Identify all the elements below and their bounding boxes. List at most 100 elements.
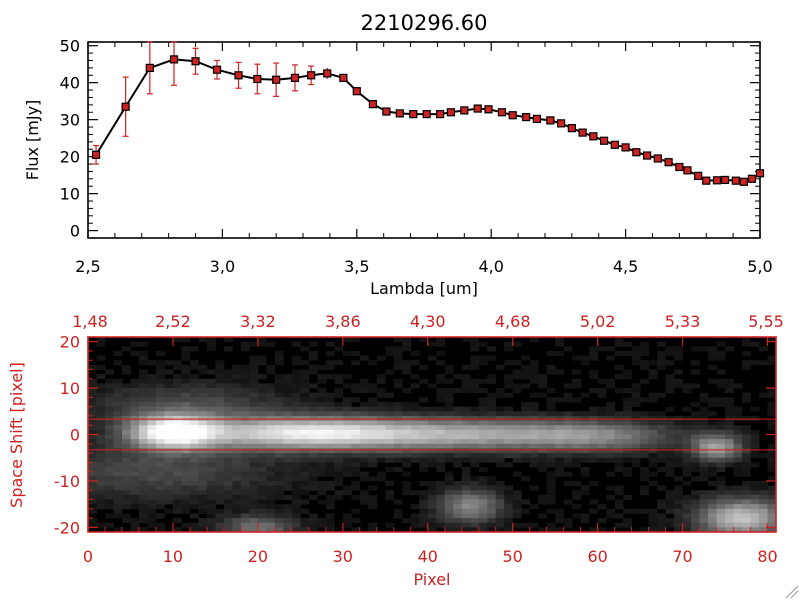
image-pixel <box>257 518 267 524</box>
image-pixel <box>300 402 310 408</box>
image-pixel <box>767 420 777 426</box>
image-pixel <box>478 355 488 361</box>
image-pixel <box>623 420 632 426</box>
image-pixel <box>164 434 174 440</box>
image-pixel <box>393 513 403 519</box>
image-pixel <box>640 397 649 403</box>
image-pixel <box>410 429 420 435</box>
image-pixel <box>461 522 471 528</box>
image-pixel <box>682 527 692 533</box>
image-pixel <box>249 490 259 496</box>
spectrum-data-point <box>755 169 765 178</box>
image-pixel <box>121 490 131 496</box>
image-pixel <box>733 411 743 417</box>
image-pixel <box>419 504 429 510</box>
image-pixel <box>563 443 573 449</box>
image-pixel <box>461 485 471 491</box>
image-pixel <box>334 402 344 408</box>
image-pixel <box>606 494 616 500</box>
image-pixel <box>631 420 641 426</box>
image-pixel <box>257 383 267 389</box>
image-pixel <box>529 374 539 380</box>
image-pixel <box>368 434 378 440</box>
image-pixel <box>300 453 310 459</box>
image-pixel <box>164 453 174 459</box>
image-pixel <box>130 411 140 417</box>
image-pixel <box>291 453 301 459</box>
image-pixel <box>495 499 505 505</box>
image-pixel <box>589 369 599 375</box>
spectrum-data-point <box>212 65 222 74</box>
image-pixel <box>155 397 165 403</box>
image-pixel <box>334 462 344 468</box>
image-pixel <box>708 443 717 449</box>
image-pixel <box>223 420 233 426</box>
image-pixel <box>512 443 522 449</box>
image-pixel <box>376 439 386 445</box>
image-pixel <box>240 494 250 500</box>
image-pixel <box>189 490 199 496</box>
image-pixel <box>538 383 548 389</box>
image-pixel <box>266 443 276 449</box>
image-pixel <box>716 499 726 505</box>
image-pixel <box>325 439 335 445</box>
image-pixel <box>393 378 403 384</box>
image-pixel <box>130 439 140 445</box>
image-pixel <box>393 457 403 463</box>
image-pixel <box>589 508 599 514</box>
image-pixel <box>385 402 395 408</box>
image-pixel <box>121 434 131 440</box>
image-pixel <box>410 420 420 426</box>
image-pixel <box>96 453 106 459</box>
image-pixel <box>555 518 565 524</box>
image-pixel <box>410 402 420 408</box>
image-pixel <box>266 434 276 440</box>
image-pixel <box>274 527 284 533</box>
image-pixel <box>215 369 225 375</box>
image-pixel <box>96 443 106 449</box>
image-pixel <box>419 364 429 370</box>
image-pixel <box>138 462 148 468</box>
image-pixel <box>206 504 216 510</box>
image-pixel <box>453 457 463 463</box>
image-pixel <box>223 443 233 449</box>
image-pixel <box>257 341 267 347</box>
image-pixel <box>589 374 599 380</box>
image-pixel <box>589 411 599 417</box>
image-pixel <box>521 355 531 361</box>
image-pixel <box>232 504 242 510</box>
image-pixel <box>393 434 403 440</box>
image-pixel <box>359 448 369 454</box>
image-pixel <box>699 467 709 473</box>
image-pixel <box>291 420 301 426</box>
image-pixel <box>138 369 148 375</box>
image-pixel <box>130 471 140 477</box>
image-pixel <box>257 425 267 431</box>
image-pixel <box>461 499 471 505</box>
image-pixel <box>708 378 717 384</box>
image-pixel <box>733 471 743 477</box>
image-pixel <box>291 443 301 449</box>
image-pixel <box>436 453 446 459</box>
image-pixel <box>257 388 267 394</box>
image-pixel <box>249 476 259 482</box>
image-pixel <box>147 397 157 403</box>
image-pixel <box>342 411 352 417</box>
image-pixel <box>249 448 259 454</box>
image-pixel <box>674 415 683 421</box>
image-pixel <box>631 457 641 463</box>
image-pixel <box>750 434 760 440</box>
image-pixel <box>249 388 259 394</box>
image-pixel <box>631 443 641 449</box>
image-pixel <box>453 425 463 431</box>
image-pixel <box>104 453 114 459</box>
image-pixel <box>546 494 556 500</box>
image-pixel <box>104 383 114 389</box>
image-pixel <box>546 350 556 356</box>
image-pixel <box>648 392 658 398</box>
image-pixel <box>138 527 148 533</box>
image-pixel <box>368 457 378 463</box>
image-pixel <box>470 485 480 491</box>
image-pixel <box>113 392 123 398</box>
image-pixel <box>555 397 565 403</box>
